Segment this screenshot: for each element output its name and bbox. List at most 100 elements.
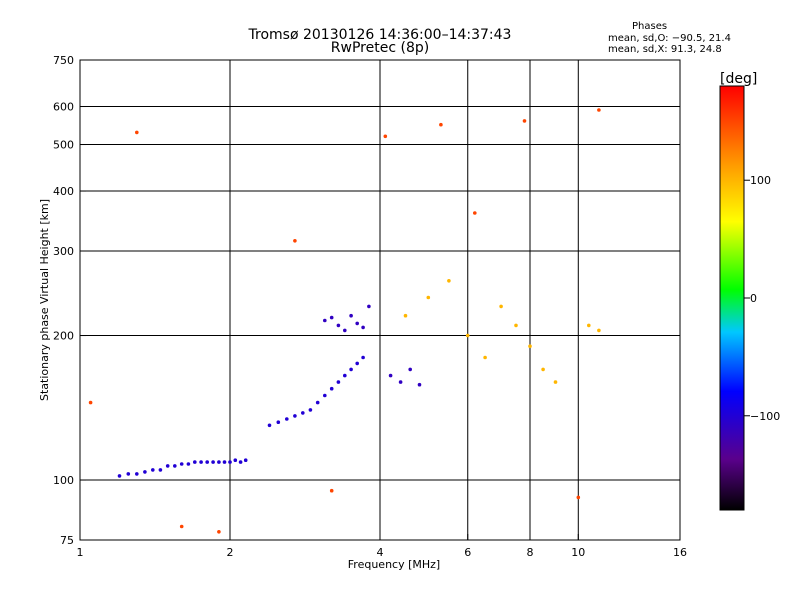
y-tick-label-2: 200 [53, 330, 74, 343]
x-tick-label-4: 8 [527, 546, 534, 559]
point-s0-14 [217, 460, 221, 464]
point-s3-0 [403, 313, 408, 318]
point-s2-9 [398, 380, 403, 384]
point-s2-11 [417, 382, 422, 387]
x-tick-label-0: 1 [77, 546, 84, 559]
point-s1-5 [308, 408, 313, 412]
x-tick-label-5: 10 [571, 546, 585, 559]
point-s0-12 [205, 460, 209, 464]
phases-heading: Phases [632, 21, 668, 32]
point-s3-10 [587, 323, 591, 328]
point-s1-3 [293, 414, 297, 418]
point-s1-12 [355, 361, 360, 366]
point-s4-5 [329, 488, 334, 493]
chart-title: Tromsø 20130126 14:36:00–14:37:43 [248, 27, 512, 43]
phases-line-x: mean, sd,X: 91.3, 24.8 [608, 44, 722, 55]
point-s1-7 [323, 393, 327, 398]
point-s1-11 [349, 367, 353, 372]
point-s2-1 [329, 315, 334, 320]
point-s3-6 [514, 323, 518, 328]
point-s1-13 [361, 355, 365, 360]
point-s1-2 [285, 417, 289, 421]
y-tick-label-4: 400 [53, 185, 74, 198]
point-s4-2 [179, 524, 184, 529]
point-s4-9 [522, 119, 527, 123]
point-s4-3 [217, 530, 221, 534]
point-s4-10 [576, 495, 581, 500]
point-s0-18 [238, 460, 243, 464]
chart-subtitle: RwPretec (8p) [330, 40, 430, 56]
point-s2-6 [361, 325, 365, 330]
point-s4-1 [135, 130, 139, 135]
point-s0-3 [143, 470, 147, 474]
point-s0-19 [243, 458, 248, 463]
point-s0-17 [233, 458, 238, 463]
point-s0-7 [173, 464, 177, 468]
point-s1-9 [336, 380, 341, 384]
point-s1-1 [276, 420, 281, 425]
x-tick-label-2: 4 [377, 546, 384, 559]
point-s4-4 [293, 239, 297, 243]
point-s2-7 [367, 304, 371, 309]
colorbar-label: [deg] [720, 71, 757, 87]
x-axis-label: Frequency [MHz] [348, 558, 440, 571]
point-s2-4 [349, 313, 353, 318]
point-s3-4 [483, 355, 487, 360]
colorbar-tick-label-1: 0 [750, 292, 757, 305]
point-s2-2 [336, 323, 341, 328]
point-s1-10 [343, 373, 347, 378]
y-tick-label-1: 100 [53, 474, 74, 487]
point-s3-1 [426, 295, 431, 300]
point-s2-5 [355, 321, 360, 326]
point-s4-6 [383, 134, 388, 139]
point-s0-6 [165, 464, 170, 468]
point-s3-3 [465, 333, 470, 338]
point-s0-5 [158, 468, 163, 472]
point-s0-4 [151, 468, 155, 472]
point-s1-0 [267, 423, 272, 428]
point-s1-4 [301, 411, 305, 415]
colorbar-tick-label-0: 100 [750, 174, 771, 187]
colorbar-ticks: 100 0 −100 [744, 174, 780, 423]
point-s3-7 [528, 344, 532, 349]
point-s4-7 [439, 122, 443, 127]
point-s2-8 [388, 373, 393, 378]
y-tick-label-5: 500 [53, 139, 74, 152]
point-s2-0 [323, 318, 327, 323]
point-s0-13 [211, 460, 215, 464]
colorbar-tick-label-2: −100 [750, 410, 780, 423]
point-s0-1 [126, 472, 131, 476]
colorbar [719, 85, 745, 511]
ticks-layer: 1 2 4 6 8 10 16 75 100 200 300 400 500 600 750 [53, 54, 687, 559]
point-s1-8 [329, 386, 334, 391]
point-s3-11 [597, 328, 601, 333]
grid-layer [80, 60, 680, 540]
point-s0-15 [222, 460, 227, 464]
point-s3-2 [447, 279, 451, 283]
point-s3-8 [541, 367, 545, 372]
y-axis-label: Stationary phase Virtual Height [km] [38, 199, 51, 401]
point-s0-9 [186, 462, 191, 466]
point-s0-8 [179, 462, 184, 466]
phases-line-o: mean, sd,O: −90.5, 21.4 [608, 33, 731, 44]
point-s4-11 [597, 108, 601, 112]
y-tick-label-7: 750 [53, 54, 74, 67]
point-s0-10 [193, 460, 197, 464]
point-s2-10 [408, 367, 413, 372]
point-s0-0 [117, 474, 122, 478]
point-s0-2 [135, 472, 139, 476]
data-points [88, 108, 601, 534]
point-s1-6 [315, 400, 320, 405]
x-tick-label-1: 2 [227, 546, 234, 559]
point-s0-16 [228, 460, 232, 464]
y-tick-label-6: 600 [53, 101, 74, 114]
y-tick-label-0: 75 [60, 534, 74, 547]
point-s0-11 [199, 460, 203, 464]
x-tick-label-6: 16 [673, 546, 687, 559]
point-s3-5 [499, 304, 503, 309]
y-tick-label-3: 300 [53, 245, 74, 258]
point-s2-3 [343, 328, 347, 333]
x-tick-label-3: 6 [464, 546, 471, 559]
point-s3-9 [553, 380, 558, 384]
